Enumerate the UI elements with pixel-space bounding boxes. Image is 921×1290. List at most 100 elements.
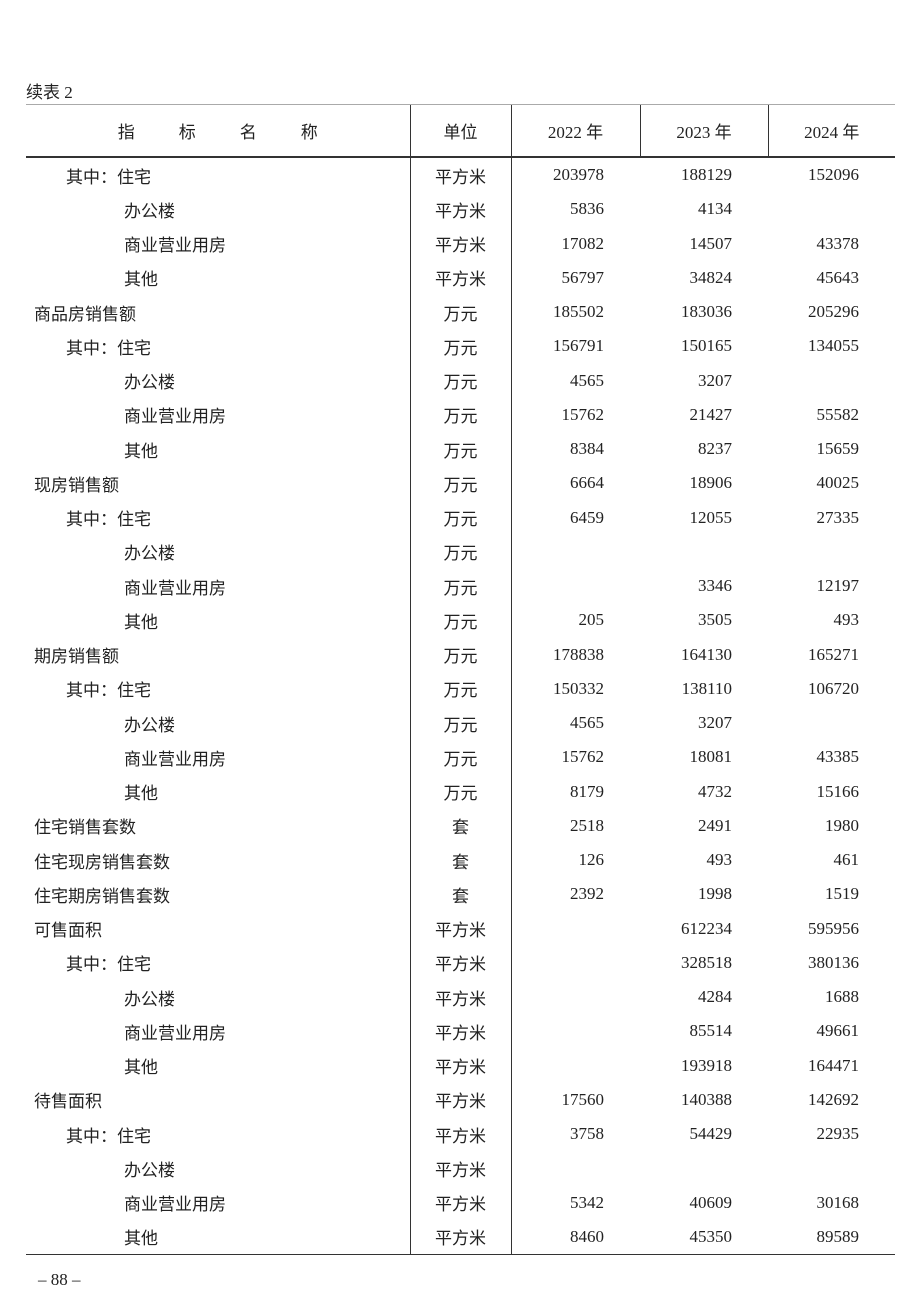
value-2024: 55582	[816, 404, 860, 424]
indicator-name: 其他	[124, 1058, 158, 1078]
unit-cell: 平方米	[409, 1014, 512, 1049]
unit-cell: 平方米	[409, 980, 512, 1015]
value-2022: 5342	[570, 1192, 604, 1212]
value-2022: 126	[578, 850, 605, 870]
header-unit: 单位	[409, 104, 511, 158]
table-row: 商业营业用房 万元 15762 18081 43385	[26, 740, 895, 775]
value-2023: 150165	[681, 336, 732, 356]
table-row: 其他 万元 205 3505 493	[26, 603, 895, 638]
indicator-name: 其中：住宅	[66, 955, 151, 975]
unit-cell: 万元	[409, 671, 512, 706]
value-2024: 1519	[825, 884, 859, 904]
unit-cell: 万元	[409, 534, 512, 569]
value-2024: 142692	[808, 1089, 859, 1109]
table-row: 期房销售额 万元 178838 164130 165271	[26, 637, 895, 672]
indicator-name: 其他	[26, 1219, 410, 1255]
value-2023: 14507	[689, 233, 733, 253]
unit-cell: 平方米	[409, 226, 512, 261]
value-2023: 4732	[698, 781, 732, 801]
table-row: 办公楼 平方米	[26, 1151, 895, 1186]
header-char: 指	[117, 123, 135, 142]
value-2024: 1980	[825, 815, 859, 835]
value-2022: 6664	[570, 473, 604, 493]
value-2022: 4565	[570, 370, 604, 390]
table-row: 商品房销售额 万元 185502 183036 205296	[26, 295, 895, 330]
value-2024: 1688	[825, 987, 859, 1007]
unit-cell: 万元	[409, 432, 512, 467]
table-row: 其中：住宅 平方米 328518 380136	[26, 945, 895, 980]
value-2023: 328518	[681, 952, 732, 972]
value-2024: 15659	[816, 439, 860, 459]
unit-cell: 万元	[409, 500, 512, 535]
value-2023: 40609	[689, 1192, 733, 1212]
unit-cell: 万元	[409, 603, 512, 638]
data-table: 指标名称 单位 2022 年 2023 年 2024 年 其中：住宅 平方米 203…	[26, 104, 895, 1255]
value-2023	[640, 535, 768, 569]
unit-cell: 套	[409, 843, 512, 878]
header-char: 称	[300, 123, 318, 142]
value-2022	[511, 1049, 640, 1083]
unit-cell: 万元	[409, 397, 512, 432]
table-row: 现房销售额 万元 6664 18906 40025	[26, 466, 895, 501]
value-2022: 17082	[561, 233, 605, 253]
unit-cell: 平方米	[409, 1048, 512, 1083]
value-2024: 12197	[816, 576, 860, 596]
table-row: 其他 万元 8179 4732 15166	[26, 774, 895, 809]
value-2024	[768, 535, 895, 569]
value-2022: 150332	[553, 678, 604, 698]
value-2024: 165271	[808, 644, 859, 664]
table-row: 商业营业用房 平方米 5342 40609 30168	[26, 1185, 895, 1220]
indicator-name: 住宅销售套数	[34, 818, 136, 838]
value-2023: 54429	[689, 1124, 733, 1144]
value-2022: 17560	[561, 1089, 605, 1109]
value-2024: 134055	[808, 336, 859, 356]
unit-cell: 平方米	[409, 945, 512, 980]
indicator-name: 办公楼	[124, 1160, 175, 1180]
value-2023: 612234	[681, 918, 732, 938]
table-row: 住宅销售套数 套 2518 2491 1980	[26, 808, 895, 843]
value-2022	[511, 980, 640, 1014]
header-year-2023: 2023 年	[639, 104, 768, 158]
indicator-name: 住宅期房销售套数	[34, 886, 170, 906]
value-2022	[511, 535, 640, 569]
value-2023: 3505	[698, 610, 732, 630]
value-2022	[511, 946, 640, 980]
indicator-name: 商品房销售额	[34, 304, 136, 324]
value-2024: 106720	[808, 678, 859, 698]
indicator-name: 办公楼	[124, 989, 175, 1009]
unit-cell: 万元	[409, 774, 512, 809]
indicator-name: 商业营业用房	[124, 407, 226, 427]
table-row: 其中：住宅 万元 150332 138110 106720	[26, 671, 895, 706]
unit-cell: 万元	[409, 295, 512, 330]
value-2024: 595956	[808, 918, 859, 938]
value-2022: 8179	[570, 781, 604, 801]
indicator-name: 现房销售额	[34, 475, 119, 495]
indicator-name: 其他	[124, 784, 158, 804]
unit-cell: 平方米	[409, 1219, 512, 1255]
indicator-name: 办公楼	[124, 201, 175, 221]
value-2024	[768, 192, 895, 226]
value-2024: 43378	[816, 233, 860, 253]
value-2023	[640, 1151, 768, 1185]
indicator-name: 商业营业用房	[124, 236, 226, 256]
indicator-name: 可售面积	[34, 921, 102, 941]
table-row: 其他 平方米 8460 45350 89589	[26, 1219, 895, 1255]
indicator-name: 其中：住宅	[66, 1126, 151, 1146]
unit-cell: 万元	[409, 466, 512, 501]
indicator-name: 其中：住宅	[66, 681, 151, 701]
indicator-name: 办公楼	[124, 544, 175, 564]
value-2022: 15762	[561, 404, 605, 424]
table-row: 办公楼 平方米 5836 4134	[26, 192, 895, 227]
value-2022: 205	[578, 610, 605, 630]
value-2023: 493	[706, 850, 733, 870]
value-2022	[511, 569, 640, 603]
header-year-2024: 2024 年	[767, 104, 895, 158]
value-2022: 178838	[553, 644, 604, 664]
value-2023: 12055	[689, 507, 733, 527]
value-2022	[511, 1151, 640, 1185]
table-row: 住宅期房销售套数 套 2392 1998 1519	[26, 877, 895, 912]
unit-cell: 万元	[409, 740, 512, 775]
unit-cell: 万元	[409, 329, 512, 364]
value-2024: 380136	[808, 952, 859, 972]
value-2022: 203978	[553, 165, 604, 185]
